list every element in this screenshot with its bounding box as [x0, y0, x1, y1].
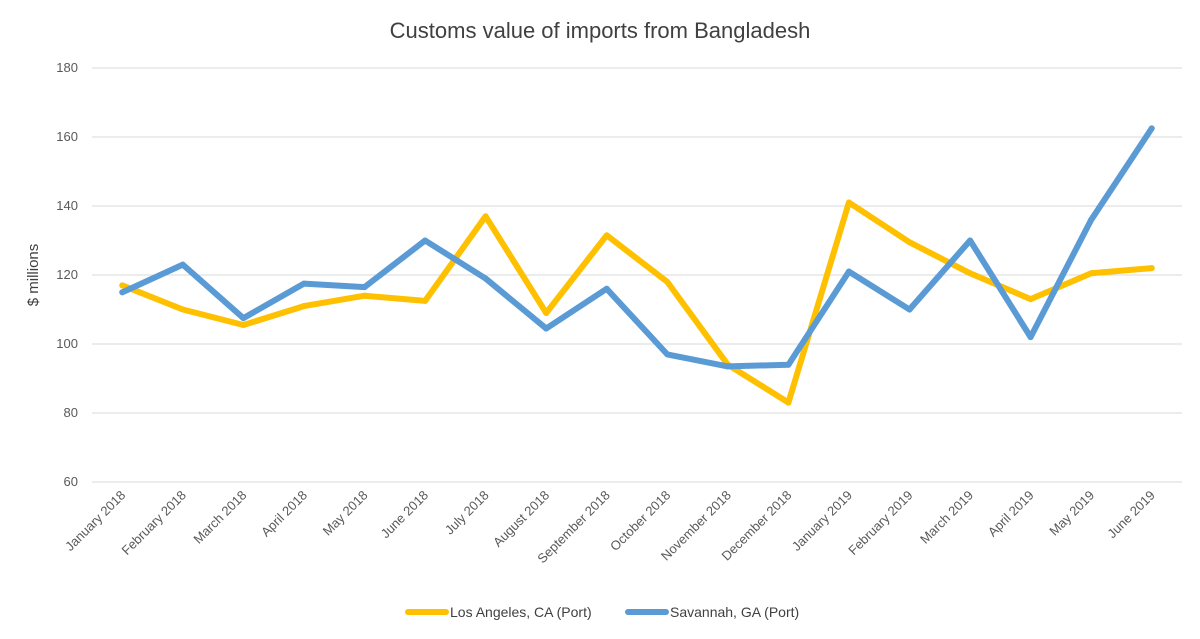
y-tick-label: 120 — [56, 267, 78, 282]
data-point — [1148, 125, 1155, 132]
x-tick-label: February 2018 — [119, 488, 189, 558]
legend: Los Angeles, CA (Port) Savannah, GA (Port… — [405, 604, 799, 620]
data-point — [967, 237, 974, 244]
data-point — [785, 399, 792, 406]
data-point — [1088, 216, 1095, 223]
x-tick-label: March 2019 — [917, 488, 976, 547]
data-point — [967, 270, 974, 277]
data-point — [603, 285, 610, 292]
x-tick-label: February 2019 — [845, 488, 915, 558]
x-tick-label: May 2018 — [320, 488, 371, 539]
series-lines — [119, 125, 1155, 406]
data-point — [482, 213, 489, 220]
x-tick-label: April 2018 — [258, 488, 310, 540]
y-tick-label: 160 — [56, 129, 78, 144]
data-point — [906, 239, 913, 246]
data-point — [361, 284, 368, 291]
data-point — [179, 306, 186, 313]
data-point — [422, 237, 429, 244]
legend-item: Los Angeles, CA (Port) — [405, 604, 592, 620]
x-tick-label: July 2018 — [442, 488, 492, 538]
x-tick-label: October 2018 — [607, 488, 673, 554]
data-point — [300, 280, 307, 287]
x-tick-label: January 2019 — [789, 488, 855, 554]
y-tick-label: 80 — [64, 405, 78, 420]
data-point — [240, 315, 247, 322]
series-line — [119, 199, 1155, 406]
data-point — [724, 363, 731, 370]
data-point — [603, 232, 610, 239]
data-point — [422, 297, 429, 304]
series-2 — [119, 125, 1155, 370]
data-point — [1027, 296, 1034, 303]
data-point — [361, 292, 368, 299]
data-point — [119, 282, 126, 289]
series-1 — [119, 199, 1155, 406]
data-point — [240, 322, 247, 329]
data-point — [300, 303, 307, 310]
x-tick-label: January 2018 — [62, 488, 128, 554]
y-axis-title: $ millions — [25, 244, 42, 307]
series-line — [119, 125, 1155, 370]
legend-item: Savannah, GA (Port) — [625, 604, 799, 620]
x-tick-label: August 2018 — [490, 488, 552, 550]
data-point — [179, 261, 186, 268]
data-point — [543, 325, 550, 332]
legend-label: Savannah, GA (Port) — [670, 604, 799, 620]
data-point — [845, 199, 852, 206]
x-tick-label: June 2019 — [1104, 488, 1158, 542]
x-tick-label: May 2019 — [1046, 488, 1097, 539]
data-point — [664, 351, 671, 358]
x-tick-label: March 2018 — [190, 488, 249, 547]
y-tick-label: 100 — [56, 336, 78, 351]
data-point — [119, 289, 126, 296]
data-point — [482, 275, 489, 282]
data-point — [543, 309, 550, 316]
x-tick-label: June 2018 — [378, 488, 432, 542]
data-point — [906, 306, 913, 313]
data-point — [664, 278, 671, 285]
y-tick-label: 60 — [64, 474, 78, 489]
y-tick-label: 180 — [56, 60, 78, 75]
chart-title: Customs value of imports from Bangladesh — [390, 18, 811, 43]
data-point — [845, 268, 852, 275]
x-tick-label: April 2019 — [985, 488, 1037, 540]
legend-label: Los Angeles, CA (Port) — [450, 604, 592, 620]
y-axis-ticks: 60 80 100 120 140 160 180 — [56, 60, 78, 489]
data-point — [1148, 265, 1155, 272]
data-point — [1088, 270, 1095, 277]
data-point — [1027, 334, 1034, 341]
gridlines — [92, 67, 1182, 483]
data-point — [785, 361, 792, 368]
y-tick-label: 140 — [56, 198, 78, 213]
